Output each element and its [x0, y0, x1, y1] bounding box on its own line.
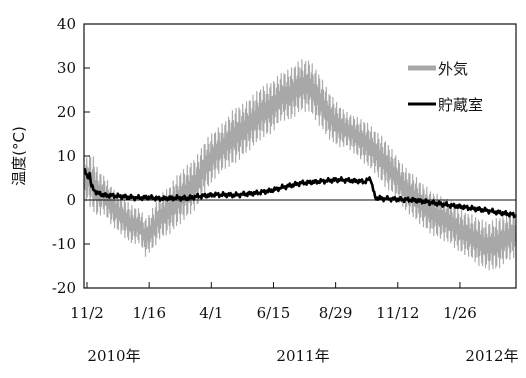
y-tick-label: -10: [52, 235, 76, 253]
legend-label-outdoor: 外気: [438, 60, 468, 78]
year-label: 2010年: [87, 347, 140, 365]
year-label: 2012年: [465, 347, 518, 365]
y-tick-label: 10: [57, 147, 76, 165]
outdoor-series: [83, 59, 517, 271]
y-tick-label: 0: [66, 191, 76, 209]
y-axis-label: 温度(°C): [10, 126, 28, 186]
x-tick-label: 8/29: [319, 304, 353, 322]
y-tick-label: 40: [57, 15, 76, 33]
y-tick-label: 20: [57, 103, 76, 121]
y-tick-label: -20: [52, 279, 76, 297]
storage-series: [83, 167, 517, 219]
legend-label-storage: 貯蔵室: [438, 96, 483, 114]
x-tick-label: 11/2: [70, 304, 104, 322]
x-tick-label: 4/1: [199, 304, 223, 322]
year-labels: 2010年 2011年 2012年: [87, 347, 518, 365]
x-tick-label: 1/16: [132, 304, 166, 322]
storage-line: [83, 167, 517, 219]
x-axis: 11/2 1/16 4/1 6/15 8/29 11/12 1/26: [70, 282, 477, 322]
outdoor-band: [83, 59, 517, 271]
x-tick-label: 11/12: [376, 304, 419, 322]
y-axis: -20 -10 0 10 20 30 40: [52, 15, 90, 297]
y-tick-label: 30: [57, 59, 76, 77]
x-tick-label: 6/15: [257, 304, 291, 322]
x-tick-label: 1/26: [443, 304, 477, 322]
year-label: 2011年: [276, 347, 329, 365]
